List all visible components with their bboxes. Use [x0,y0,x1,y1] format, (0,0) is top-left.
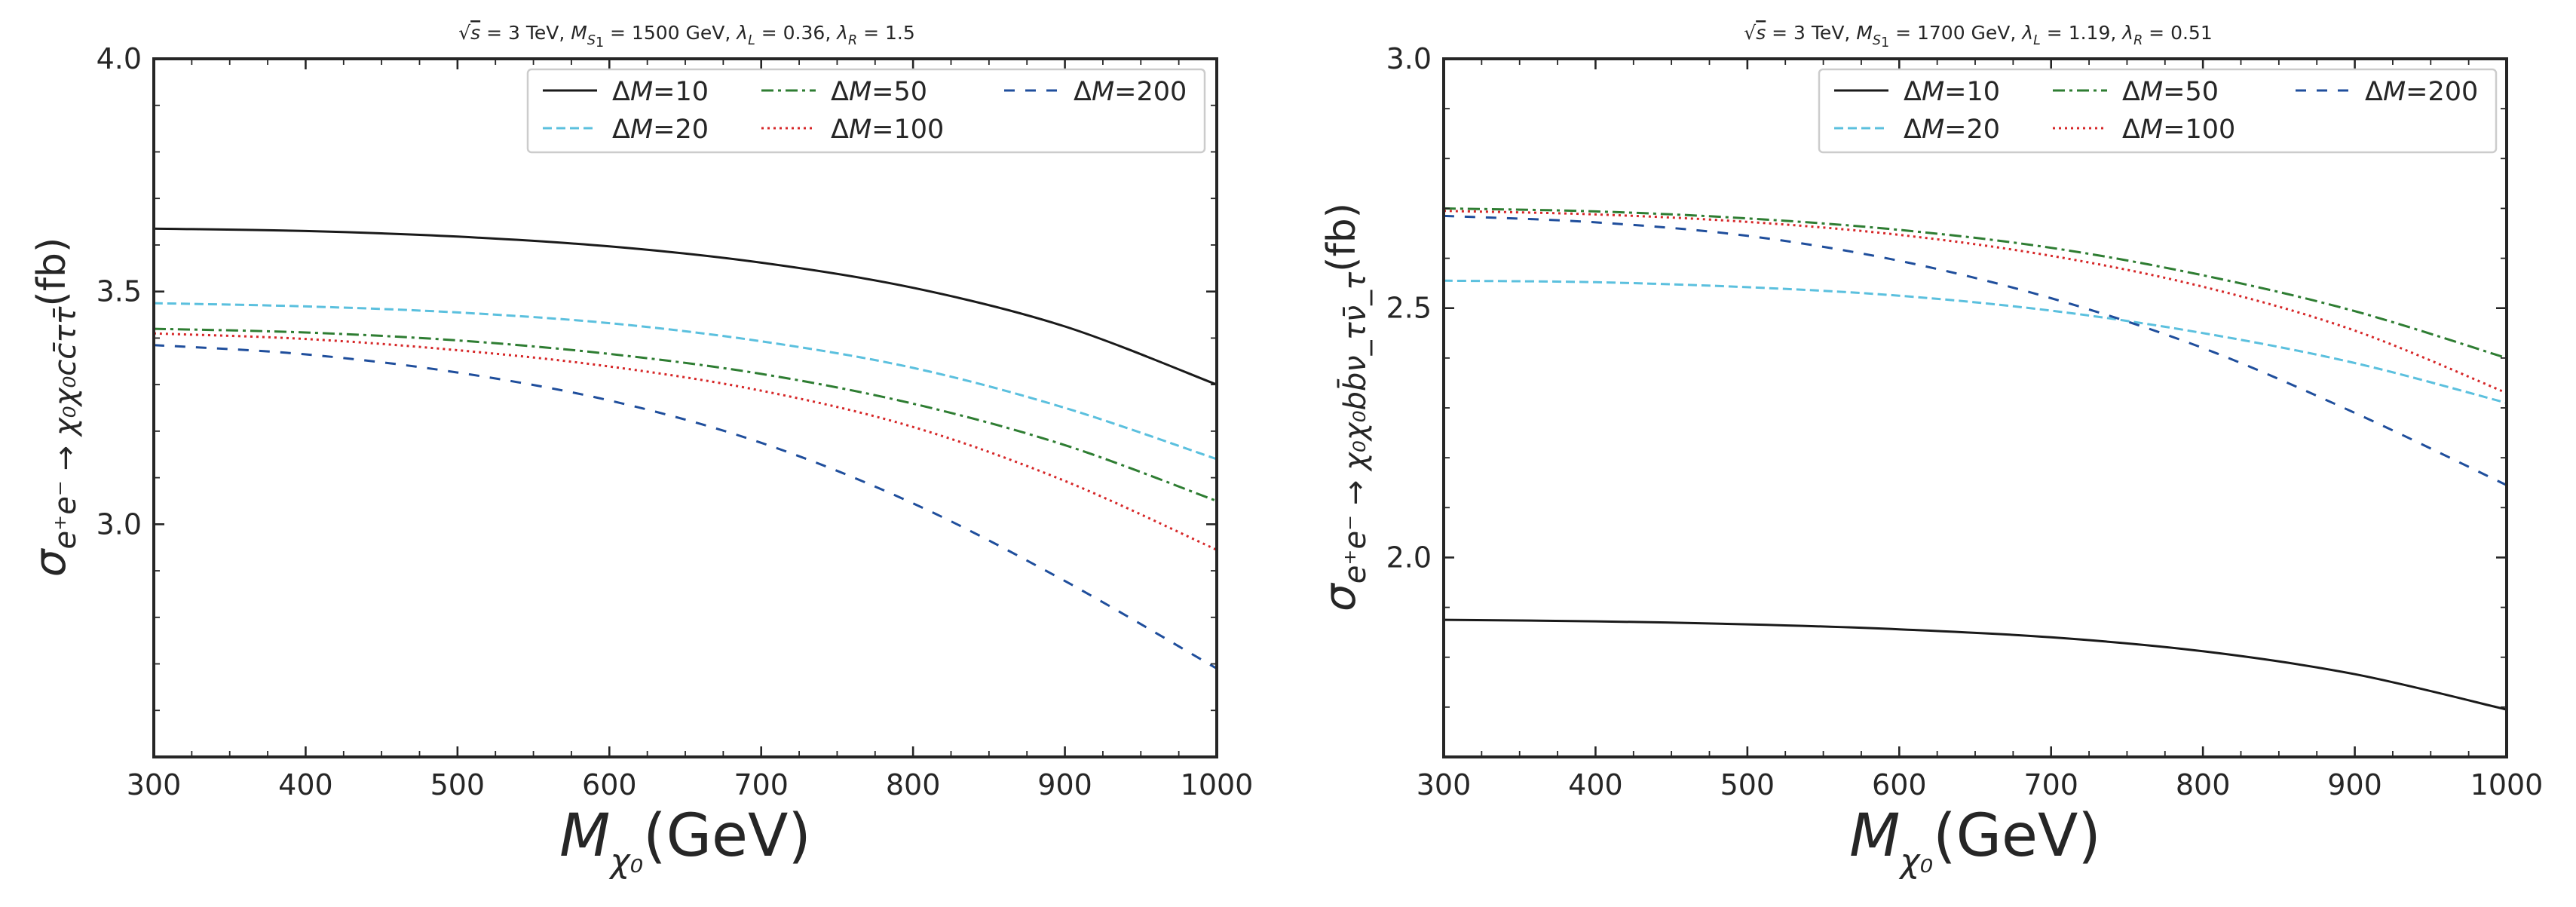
chart-left-ytick-label: 3.5 [96,275,142,308]
chart-right-series [1443,207,2507,711]
chart-right-legend-label-3: ΔM=100 [2122,115,2235,145]
chart-left-ticks: 300 400 500 600 700 800 900 1000 3.0 3.5 4.0 [96,42,1254,801]
chart-left-series-line-3 [153,332,1218,551]
chart-left: √s = 3 TeV, MS1 = 1500 GeV, λL = 0.36, λ… [24,22,1253,881]
chart-left-xlabel: Mχ₀(GeV) [559,802,811,881]
chart-left-xtick-label: 800 [886,768,941,801]
chart-left-legend-label-1: ΔM=20 [612,115,709,145]
chart-right-legend-label-2: ΔM=50 [2122,77,2219,107]
chart-left-xtick-label: 300 [127,768,182,801]
chart-right-xtick-label: 1000 [2470,768,2544,801]
chart-right-legend-label-0: ΔM=10 [1904,77,2000,107]
chart-right-xtick-label: 800 [2176,768,2231,801]
chart-left-xtick-label: 400 [278,768,333,801]
chart-right-xtick-label: 500 [1720,768,1775,801]
chart-left-xtick-label: 900 [1037,768,1092,801]
chart-right-xtick-label: 400 [1568,768,1623,801]
chart-left-series-line-4 [153,344,1218,670]
chart-left-xtick-label: 700 [734,768,789,801]
chart-left-series-line-2 [153,327,1218,502]
chart-right-legend: ΔM=10 ΔM=20 ΔM=50 ΔM=100 ΔM=200 [1818,68,2498,154]
chart-right-legend-label-1: ΔM=20 [1904,115,2000,145]
chart-right-xlabel: Mχ₀(GeV) [1849,802,2101,881]
chart-left-xtick-label: 1000 [1181,768,1254,801]
chart-right-title: √s = 3 TeV, MS1 = 1700 GeV, λL = 1.19, λ… [1744,22,2213,51]
chart-right-series-line-1 [1443,279,2507,404]
chart-right: √s = 3 TeV, MS1 = 1700 GeV, λL = 1.19, λ… [1314,22,2543,881]
chart-right-series-line-3 [1443,210,2507,394]
chart-left-xtick-label: 600 [582,768,637,801]
chart-right-series-line-4 [1443,214,2507,486]
chart-right-series-line-2 [1443,207,2507,360]
chart-left-legend-label-2: ΔM=50 [831,77,927,107]
chart-left-xtick-label: 500 [430,768,485,801]
chart-right-xtick-label: 300 [1417,768,1472,801]
chart-right-xtick-label: 900 [2327,768,2382,801]
chart-left-legend: ΔM=10 ΔM=20 ΔM=50 ΔM=100 ΔM=200 [526,68,1206,154]
chart-right-ticks: 300 400 500 600 700 800 900 1000 2.0 2.5 3.0 [1386,42,2544,801]
chart-left-title: √s = 3 TeV, MS1 = 1500 GeV, λL = 0.36, λ… [458,22,915,51]
chart-right-ylabel: σe⁺e⁻ → χ₀χ₀bb̄ν_τν̄_τ(fb) [1314,203,1373,611]
chart-left-series [153,227,1218,670]
chart-right-series-line-0 [1443,618,2507,711]
chart-left-ytick-label: 4.0 [96,42,142,75]
chart-left-series-line-1 [153,302,1218,461]
chart-right-xtick-label: 600 [1872,768,1927,801]
chart-left-series-line-0 [153,227,1218,386]
chart-left-ylabel: σe⁺e⁻ → χ₀χ₀cc̄ττ̄(fb) [24,237,83,578]
chart-right-frame [1442,57,2508,758]
chart-left-ytick-label: 3.0 [96,507,142,541]
chart-right-ytick-label: 2.0 [1386,541,1432,574]
chart-left-frame [152,57,1218,758]
chart-right-xtick-label: 700 [2023,768,2078,801]
chart-left-legend-label-4: ΔM=200 [1074,77,1187,107]
chart-right-ytick-label: 3.0 [1386,42,1432,75]
chart-left-legend-label-3: ΔM=100 [831,115,944,145]
chart-right-ytick-label: 2.5 [1386,292,1432,325]
chart-left-legend-label-0: ΔM=10 [612,77,709,107]
chart-right-legend-label-4: ΔM=200 [2365,77,2478,107]
